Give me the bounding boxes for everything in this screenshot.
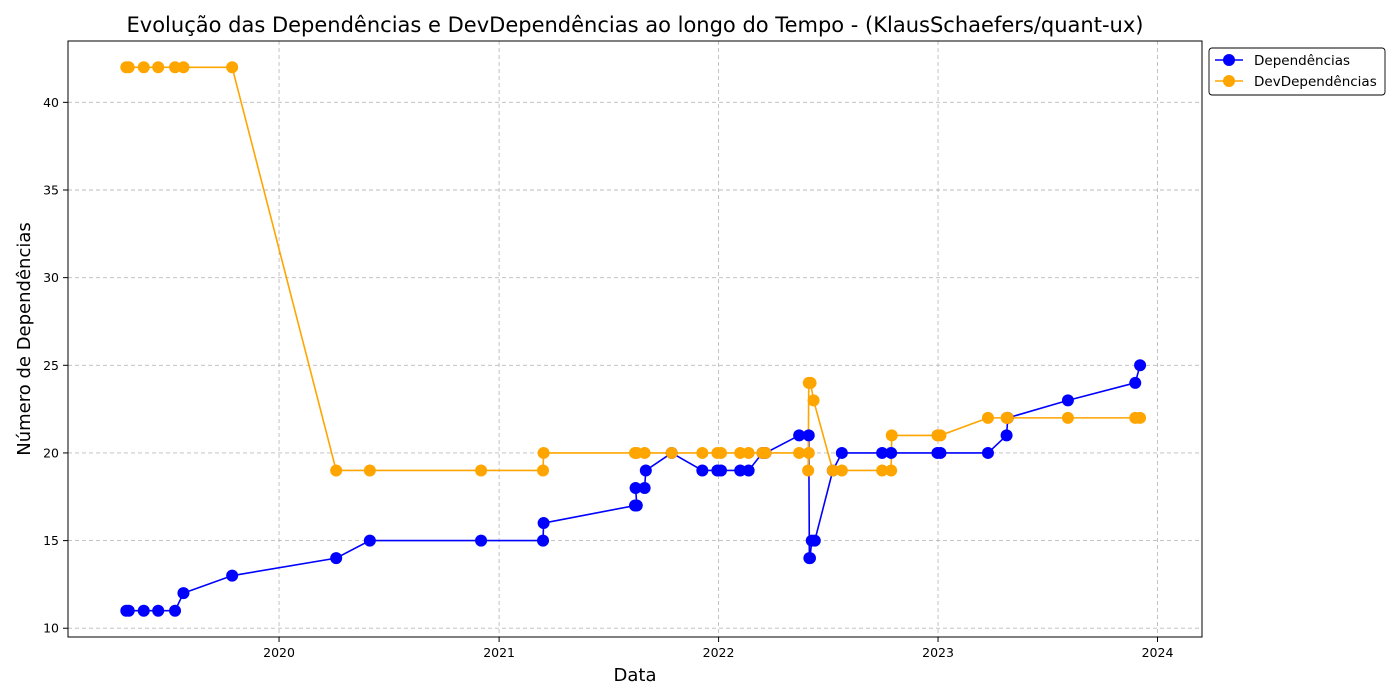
- series-0-point-7: [330, 552, 343, 565]
- series-0-point-26: [802, 429, 815, 442]
- legend-label-0: Dependências: [1254, 53, 1350, 69]
- series-0-point-15: [638, 482, 651, 494]
- series-1-point-23: [793, 446, 806, 459]
- series-1-point-35: [934, 429, 947, 442]
- series-0-point-28: [803, 552, 816, 565]
- series-1-point-39: [1061, 411, 1074, 424]
- series-1-point-14: [638, 446, 651, 459]
- x-tick-label-4: 2024: [1142, 645, 1174, 660]
- y-tick-label-6: 40: [43, 95, 59, 110]
- series-0-point-2: [137, 604, 150, 617]
- legend: Dependências DevDependências: [1208, 47, 1386, 96]
- chart-title: Evolução das Dependências e DevDependênc…: [127, 13, 1144, 37]
- series-1-point-27: [804, 376, 817, 389]
- series-1-point-8: [363, 464, 376, 477]
- series-0-point-42: [1134, 359, 1147, 372]
- series-0-point-22: [742, 464, 755, 477]
- x-tick-label-2: 2022: [703, 645, 735, 660]
- legend-frame: [1208, 47, 1386, 96]
- series-1-point-24: [802, 446, 815, 459]
- series-0-point-8: [363, 534, 376, 547]
- legend-marker-0: [1223, 54, 1235, 66]
- series-0-point-36: [934, 446, 947, 459]
- series-1-point-10: [537, 464, 550, 477]
- y-tick-label-5: 35: [43, 183, 59, 198]
- series-0-point-34: [885, 446, 898, 459]
- series-1-point-38: [1001, 411, 1014, 424]
- y-tick-label-4: 30: [43, 270, 59, 285]
- series-1-point-36: [981, 411, 994, 424]
- series-0-point-21: [734, 464, 747, 477]
- series-0-point-4: [169, 604, 182, 617]
- series-0-point-37: [981, 446, 994, 459]
- series-0-point-14: [629, 482, 642, 494]
- series-1-point-29: [826, 464, 839, 477]
- series-layer: [120, 61, 1147, 617]
- series-1-point-41: [1134, 411, 1147, 424]
- x-axis-label: Data: [614, 665, 657, 686]
- series-0-point-33: [876, 446, 889, 459]
- series-0-point-41: [1129, 376, 1142, 389]
- series-1-point-32: [885, 464, 898, 477]
- ticks: 2020 2021 2022 2023 2024 10 15 20 25 30 35 40: [43, 95, 1173, 660]
- series-1-point-4: [169, 61, 182, 74]
- series-1-point-5: [177, 61, 190, 74]
- series-0-point-25: [793, 429, 806, 442]
- series-1-point-1: [122, 61, 135, 74]
- series-1-point-19: [734, 446, 747, 459]
- series-1-point-15: [665, 446, 678, 459]
- series-0-point-1: [122, 604, 135, 617]
- series-1-point-3: [152, 61, 165, 74]
- series-1-point-22: [759, 446, 772, 459]
- series-0-point-6: [226, 569, 239, 582]
- x-tick-label-3: 2023: [922, 645, 954, 660]
- series-0-point-11: [537, 517, 550, 530]
- plot-frame: [67, 40, 1203, 638]
- grid: [68, 41, 1202, 637]
- legend-marker-1: [1223, 75, 1235, 87]
- series-0-point-3: [152, 604, 165, 617]
- series-0-point-30: [808, 534, 821, 547]
- series-1-point-11: [537, 446, 550, 459]
- series-1-point-33: [885, 429, 898, 442]
- x-tick-label-1: 2021: [483, 645, 515, 660]
- series-0-point-5: [177, 587, 190, 600]
- series-0-point-13: [630, 499, 643, 512]
- y-tick-label-0: 10: [43, 621, 59, 636]
- series-1-point-7: [330, 464, 343, 477]
- series-1-point-20: [742, 446, 755, 459]
- series-1-point-28: [807, 394, 820, 407]
- y-tick-label-2: 20: [43, 445, 59, 460]
- series-1-point-30: [835, 464, 848, 477]
- series-1-point-2: [137, 61, 150, 74]
- series-1-point-16: [696, 446, 709, 459]
- y-axis-label: Número de Dependências: [14, 222, 35, 456]
- series-0-point-38: [1000, 429, 1013, 442]
- x-tick-label-0: 2020: [263, 645, 295, 660]
- series-1-point-31: [876, 464, 889, 477]
- y-tick-label-3: 25: [43, 358, 59, 373]
- series-1-point-6: [226, 61, 239, 74]
- series-1-point-25: [802, 464, 815, 477]
- series-1-point-18: [714, 446, 727, 459]
- legend-label-1: DevDependências: [1254, 74, 1377, 90]
- series-1-point-9: [475, 464, 488, 477]
- series-0-point-40: [1061, 394, 1074, 407]
- series-0-point-32: [835, 446, 848, 459]
- plot-area: [68, 41, 1202, 637]
- y-tick-label-1: 15: [43, 533, 59, 548]
- series-0-point-16: [639, 464, 652, 477]
- series-0-point-9: [475, 534, 488, 547]
- series-0-point-20: [714, 464, 727, 477]
- series-0-point-18: [696, 464, 709, 477]
- series-0-point-10: [537, 534, 550, 547]
